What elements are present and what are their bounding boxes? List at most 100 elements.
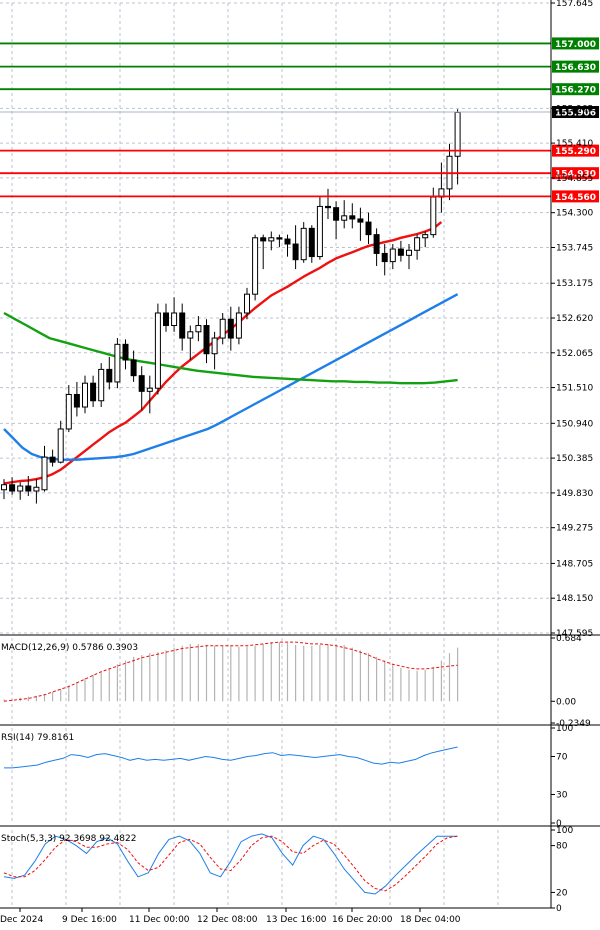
candle-body [171,312,178,327]
candle-body [130,359,137,377]
candle-body [268,237,275,242]
candle-body [389,248,396,263]
macd-panel: 0.684 0.00 -0.2349 [3,634,591,729]
candle-body [284,238,291,245]
current-price-label: 155.906 [555,109,596,119]
candle-body [106,368,113,383]
candle-body [276,237,283,240]
stoch-tick-label: 0 [556,904,562,914]
candle-body [357,218,364,223]
stoch-tick-label: 80 [556,842,568,852]
macd-signal-line [3,641,458,702]
candle-body [292,243,299,261]
candle-body [98,368,105,402]
rsi-tick-label: 0 [556,819,562,829]
price-tick-label: 148.705 [556,559,593,569]
candle-body [333,207,340,221]
macd-tick-label: 0.684 [556,634,582,644]
candlesticks [1,109,461,504]
price-tick-label: 149.830 [556,489,593,499]
candle-body [373,234,380,254]
candle-body [138,375,145,392]
candle-body [325,205,331,209]
candle-body [227,318,234,339]
price-level-box [552,167,599,180]
price-tick-label: 152.620 [556,314,593,324]
candle-body [114,343,121,383]
candle-body [406,249,412,256]
price-tick-label: 155.965 [556,104,593,114]
date-tick-label: 9 Dec 16:00 [62,915,117,925]
candle-body [82,382,88,408]
price-level-label: 154.930 [555,170,596,180]
price-level-label: 156.630 [555,63,596,73]
macd-label: MACD(12,26,9) 0.5786 0.3903 [1,643,138,653]
price-tick-label: 157.645 [556,0,593,9]
date-tick-label: 16 Dec 20:00 [332,915,393,925]
candle-body [316,205,323,258]
price-level-box [552,144,599,157]
candle-body [41,456,48,491]
candle-body [49,456,56,463]
rsi-tick-label: 100 [556,724,573,734]
macd-tick-label: 0.00 [556,697,576,707]
price-tick-label: 151.510 [556,384,593,394]
price-tick-label: 149.275 [556,524,593,534]
date-tick-label: 13 Dec 16:00 [266,915,327,925]
current-price-box [552,106,599,119]
date-tick-label: 18 Dec 04:00 [400,915,461,925]
candle-body [179,312,186,339]
candle-body [57,428,64,463]
candle-body [187,331,194,339]
price-tick-label: 155.410 [556,139,593,149]
price-level-box [552,190,599,203]
candle-body [146,387,153,392]
price-level-label: 155.290 [555,147,596,157]
price-tick-label: 148.150 [556,594,593,604]
macd-tick-label: -0.2349 [556,719,591,729]
candle-body [163,312,169,327]
candle-body [154,312,161,389]
rsi-tick-label: 30 [556,791,568,801]
price-tick-label: 154.300 [556,209,593,219]
candle-body [33,486,40,492]
price-level-box [552,60,599,73]
candle-body [454,111,461,157]
candle-body [422,234,429,239]
candle-body [219,318,226,339]
price-levels: 157.000 156.630 156.270 155.290 154.930 154.5… [0,37,599,203]
candle-body [122,343,129,361]
moving-average-line [3,293,459,461]
price-tick-label: 150.940 [556,419,593,429]
candle-body [235,312,242,339]
candle-body [252,237,259,295]
candle-body [300,227,307,261]
candle-body [308,227,315,258]
grid [0,2,551,908]
candle-body [25,485,32,492]
candle-body [195,325,202,333]
price-level-label: 157.000 [555,40,596,50]
rsi-label: RSI(14) 79.8161 [1,733,74,743]
price-level-label: 156.270 [555,86,596,96]
stoch-tick-label: 20 [556,888,568,898]
candle-body [203,325,210,355]
candle-body [17,485,24,492]
candle-body [90,382,97,402]
stoch-panel: 100 80 20 0 [3,826,573,914]
candle-body [73,393,80,408]
stoch-label: Stoch(5,3,3) 92.3698 92.4822 [1,834,136,844]
candle-body [211,337,218,355]
candle-body [349,215,356,220]
candle-body [397,248,404,256]
price-level-label: 154.560 [555,193,596,203]
rsi-tick-label: 70 [556,753,568,763]
price-tick-label: 153.175 [556,279,593,289]
time-axis: Dec 2024 9 Dec 16:00 11 Dec 00:00 12 Dec 08… [0,908,461,925]
date-tick-label: Dec 2024 [0,915,43,925]
stoch-d-line [3,835,458,892]
candle-body [9,484,16,492]
price-axis: 157.645 155.965 155.410 154.855 154.300 153.7… [551,0,593,639]
rsi-panel: 100 70 30 0 [4,724,573,829]
